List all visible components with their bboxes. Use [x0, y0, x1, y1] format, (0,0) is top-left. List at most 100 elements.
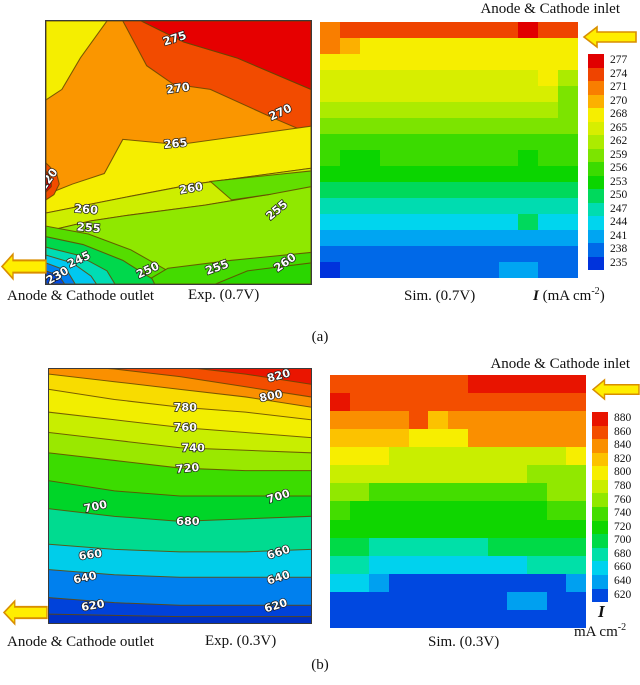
- colorbar-ticks: 880 860 840 820 800 780 760 740 720 700 680 660 640 6…: [614, 412, 631, 602]
- heatmap-cell: [566, 447, 586, 466]
- heatmap-cell: [498, 38, 519, 54]
- colorbar-b: 880 860 840 820 800 780 760 740 720 700 680 660 640 6…: [592, 412, 640, 603]
- heatmap-cell: [538, 182, 559, 198]
- heatmap-cell: [458, 246, 479, 262]
- heatmap-cell: [419, 198, 440, 214]
- heatmap-cell: [558, 102, 578, 118]
- heatmap-cell: [546, 375, 567, 394]
- heatmap-cell: [546, 519, 567, 538]
- heatmap-cell: [439, 86, 459, 102]
- contour-label: 660: [78, 547, 103, 563]
- contour-label: 640: [72, 569, 98, 586]
- contour-line: [49, 543, 311, 553]
- heatmap-cell: [339, 166, 360, 182]
- heatmap-cell: [498, 134, 519, 150]
- heatmap-cell: [478, 86, 499, 102]
- heatmap-cell: [467, 501, 488, 520]
- heatmap-cell: [419, 134, 440, 150]
- heatmap-cell: [546, 501, 567, 520]
- heatmap-cell: [339, 22, 360, 38]
- caption-a: (a): [311, 329, 329, 345]
- heatmap-cell: [458, 54, 479, 70]
- colorbar-tick-label: 840: [614, 439, 632, 452]
- heatmap-cell: [546, 555, 567, 574]
- colorbar-band: [592, 452, 608, 467]
- heatmap-cell: [330, 501, 350, 520]
- heatmap-cell: [379, 182, 400, 198]
- heatmap-cell: [558, 230, 578, 246]
- heatmap-cell: [518, 182, 539, 198]
- exp-title-b: Exp. (0.3V): [205, 633, 277, 649]
- heatmap-cell: [379, 150, 400, 166]
- heatmap-cell: [359, 230, 380, 246]
- heatmap-cell: [339, 198, 360, 214]
- contour-region: [46, 162, 60, 201]
- contour-label: 760: [173, 421, 197, 434]
- unit-superscript: -2: [617, 622, 627, 633]
- colorbar-tick-label: 820: [614, 452, 632, 465]
- colorbar-ticks: 277 274 271 270 268 265 262 259 256 253 250 247 244 2…: [610, 54, 627, 270]
- heatmap-cell: [408, 609, 429, 628]
- heatmap-cell: [558, 246, 578, 262]
- colorbar-tick-label: 720: [614, 520, 632, 533]
- heatmap-cell: [379, 118, 400, 134]
- contour-line: [49, 388, 311, 421]
- contour-line: [49, 597, 311, 606]
- heatmap-cell: [359, 38, 380, 54]
- heatmap-cell: [558, 22, 578, 38]
- heatmap-cell: [339, 38, 360, 54]
- unit-close: ): [599, 288, 605, 304]
- heatmap-cell: [419, 166, 440, 182]
- heatmap-cell: [349, 447, 370, 466]
- heatmap-cell: [399, 230, 420, 246]
- heatmap-cell: [428, 375, 449, 394]
- colorbar-tick-label: 247: [610, 202, 628, 215]
- heatmap-cell: [507, 465, 527, 484]
- heatmap-cell: [428, 519, 449, 538]
- heatmap-cell: [320, 198, 340, 214]
- colorbar-band: [588, 189, 604, 203]
- heatmap-cell: [458, 214, 479, 230]
- heatmap-cell: [518, 150, 539, 166]
- heatmap-cell: [339, 134, 360, 150]
- heatmap-cell: [526, 609, 547, 628]
- heatmap-cell: [408, 411, 429, 430]
- heatmap-cell: [408, 465, 429, 484]
- heatmap-cell: [339, 86, 360, 102]
- contour-line: [49, 480, 311, 497]
- heatmap-cell: [320, 38, 340, 54]
- heatmap-cell: [458, 134, 479, 150]
- heatmap-cell: [518, 22, 539, 38]
- heatmap-cell: [330, 555, 350, 574]
- colorbar-tick-label: 660: [614, 561, 632, 574]
- heatmap-cell: [369, 375, 390, 394]
- heatmap-cell: [448, 447, 468, 466]
- heatmap-cell: [526, 447, 547, 466]
- contour-region: [209, 170, 311, 201]
- heatmap-cell: [538, 246, 559, 262]
- heatmap-cell: [439, 166, 459, 182]
- colorbar-tick-label: 800: [614, 466, 632, 479]
- colorbar-band: [588, 67, 604, 81]
- heatmap-cell: [359, 102, 380, 118]
- colorbar-tick-label: 259: [610, 148, 628, 161]
- heatmap-cell: [379, 198, 400, 214]
- heatmap-cell: [538, 22, 559, 38]
- heatmap-cell: [478, 134, 499, 150]
- heatmap-cell: [399, 70, 420, 86]
- colorbar-tick-label: 700: [614, 534, 632, 547]
- colorbar-unit-b-symbol: I: [598, 602, 605, 622]
- colorbar-band: [592, 561, 608, 575]
- heatmap-cell: [518, 118, 539, 134]
- colorbar-band: [588, 121, 604, 135]
- heatmap-cell: [379, 214, 400, 230]
- heatmap-cell: [369, 573, 390, 592]
- heatmap-cell: [467, 411, 488, 430]
- colorbar-band: [588, 108, 604, 122]
- heatmap-cell: [558, 54, 578, 70]
- heatmap-cell: [330, 465, 350, 484]
- heatmap-cell: [558, 134, 578, 150]
- heatmap-cell: [419, 102, 440, 118]
- heatmap-cell: [558, 118, 578, 134]
- heatmap-cell: [518, 54, 539, 70]
